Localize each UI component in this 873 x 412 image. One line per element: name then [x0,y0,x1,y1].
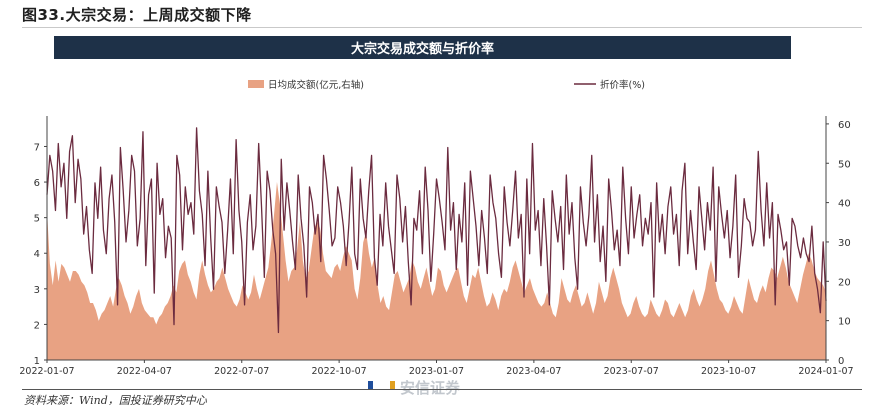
left-axis-tick-label: 7 [34,142,40,153]
x-axis-tick-label: 2023-01-07 [409,366,464,377]
right-axis-tick-label: 0 [838,356,844,367]
x-axis-tick-label: 2023-07-07 [604,366,659,377]
axes: 1 2 3 4 5 6 7 0 10 20 30 40 50 60 2022-01-07 2022-04-07… [19,116,854,377]
legend-swatch-turnover [248,80,264,88]
bottom-divider [22,389,862,390]
chart-title-banner: 大宗交易成交额与折价率 [54,36,791,59]
left-axis-tick-label: 6 [34,178,40,189]
legend-label-turnover: 日均成交额(亿元,右轴) [268,79,364,91]
top-divider [22,27,862,28]
x-axis-tick-label: 2024-01-07 [798,366,853,377]
right-axis-tick-label: 20 [838,277,851,288]
right-axis-tick-label: 50 [838,159,851,170]
left-axis-tick-label: 3 [34,285,40,296]
x-axis-tick-label: 2023-04-07 [506,366,561,377]
watermark-logo-blue [368,381,373,389]
source-note: 资料来源：Wind，国投证券研究中心 [24,394,207,407]
area-series-daily-turnover [47,182,826,360]
right-axis-tick-label: 30 [838,238,851,249]
watermark-text: 安信证券 [400,379,461,397]
left-axis-tick-label: 4 [34,249,40,260]
figure-title: 图33.大宗交易：上周成交额下降 [22,6,252,24]
legend-label-discount: 折价率(%) [600,79,645,91]
right-axis-tick-label: 60 [838,120,851,131]
x-axis-tick-label: 2022-07-07 [214,366,269,377]
area-series-layer [47,182,826,360]
x-axis-tick-label: 2022-10-07 [312,366,367,377]
legend: 日均成交额(亿元,右轴) 折价率(%) [248,79,645,91]
right-axis-tick-label: 10 [838,317,851,328]
right-axis-tick-label: 40 [838,199,851,210]
chart-title: 大宗交易成交额与折价率 [350,42,494,57]
left-axis-tick-label: 2 [34,320,40,331]
line-series-discount-rate [46,127,827,334]
left-axis-tick-label: 1 [34,356,40,367]
watermark-logo-gold [390,381,395,389]
x-axis-tick-label: 2023-10-07 [701,366,756,377]
line-series-layer [46,127,827,334]
x-axis-tick-label: 2022-04-07 [117,366,172,377]
x-axis-tick-label: 2022-01-07 [19,366,74,377]
left-axis-tick-label: 5 [34,214,40,225]
